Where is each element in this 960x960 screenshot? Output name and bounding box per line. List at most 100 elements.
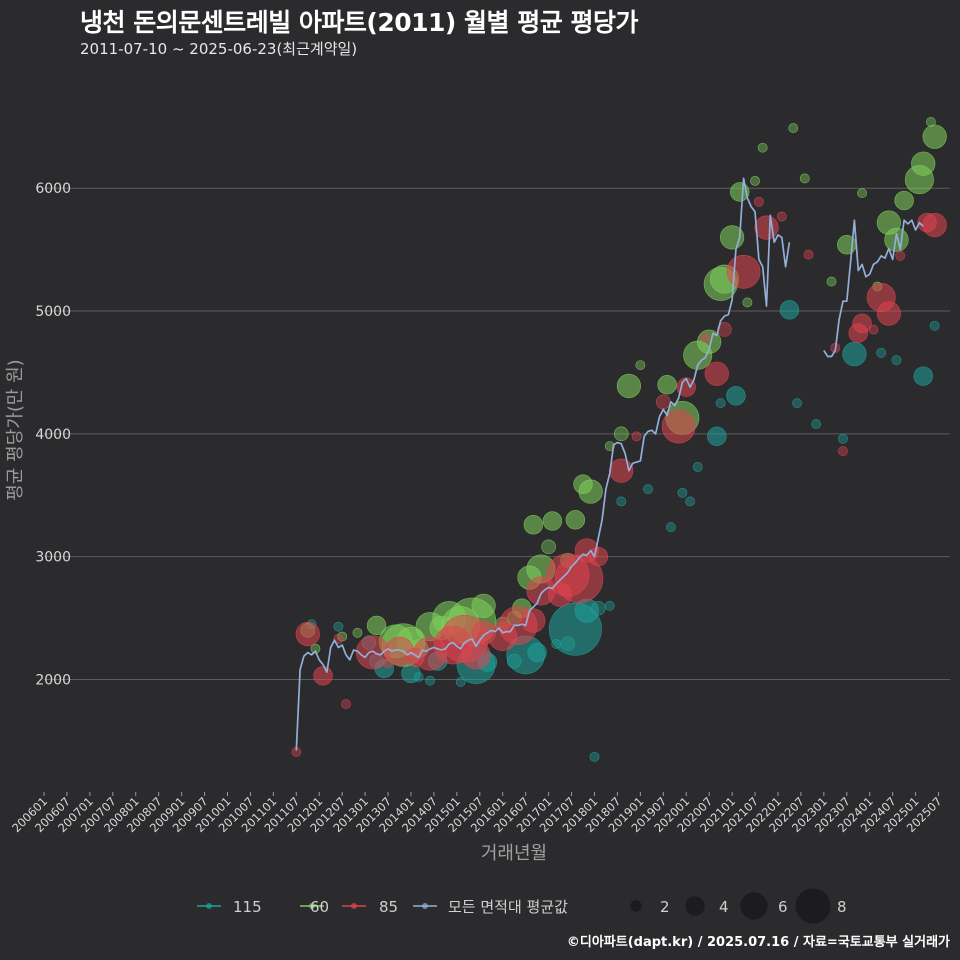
legend-key-dot [351,903,357,909]
data-point-60 [613,426,629,442]
data-point-60 [471,593,496,618]
data-point-115 [715,398,726,409]
data-point-115 [677,487,688,498]
data-point-85 [776,211,787,222]
data-point-60 [922,124,947,149]
data-point-115 [413,672,424,682]
data-point-115 [685,496,695,507]
data-point-85 [803,249,814,260]
credit-text: ©디아파트(dapt.kr) / 2025.07.16 / 자료=국토교통부 실… [566,935,950,950]
data-point-85 [295,621,320,647]
legend-size-label: 6 [778,898,788,916]
data-point-115 [333,621,344,632]
data-point-115 [604,600,615,611]
data-point-115 [455,677,466,687]
data-point-115 [425,675,436,686]
legend-label: 60 [310,898,329,916]
data-point-85 [313,666,333,686]
data-point-115 [913,366,933,386]
data-point-85 [754,215,779,240]
legend-size-circle [740,892,768,920]
legend-label: 85 [379,898,398,916]
data-point-60 [894,190,914,211]
data-point-60 [742,297,753,308]
data-point-115 [527,642,547,663]
data-point-85 [838,446,848,456]
y-tick-label: 3000 [35,550,71,566]
data-point-60 [616,373,641,399]
y-tick-label: 5000 [35,304,71,320]
y-axis-title: 평균 평당가(만 원) [5,359,26,500]
data-point-85 [341,699,351,709]
average-line [295,177,791,751]
data-point-115 [666,522,676,533]
data-point-85 [852,313,872,334]
legend-label: 모든 면적대 평균값 [448,898,568,916]
data-point-115 [692,462,703,472]
legend-size-label: 8 [837,898,847,916]
data-point-115 [811,419,822,429]
data-point-85 [700,333,711,343]
data-point-60 [750,175,760,186]
data-point-60 [352,627,363,638]
point-layer [291,117,947,762]
legend-size-label: 2 [660,898,670,916]
data-point-60 [657,375,677,395]
data-point-115 [876,347,887,358]
data-point-115 [643,484,653,495]
y-tick-label: 2000 [35,672,71,688]
data-point-60 [757,142,768,153]
data-point-85 [876,301,901,326]
data-point-85 [868,324,879,335]
legend-size-circle [685,896,705,916]
data-point-85 [521,608,546,633]
data-point-60 [635,360,646,370]
data-point-60 [366,615,387,636]
data-point-85 [704,361,729,386]
data-point-60 [541,539,556,555]
data-point-60 [604,441,615,452]
data-point-85 [726,254,761,289]
data-point-115 [591,600,606,616]
legend-size-circle [795,888,831,924]
y-tick-label: 6000 [35,181,71,197]
data-point-85 [717,322,732,337]
legend-key-dot [422,903,428,909]
x-axis-title: 거래년월 [481,843,547,864]
data-point-85 [655,394,671,410]
line-layer [295,177,924,751]
data-point-60 [788,123,799,133]
legend-key-dot [309,903,315,909]
data-point-85 [631,431,642,442]
data-point-85 [753,196,764,207]
y-tick-label: 4000 [35,427,71,443]
data-point-60 [578,479,603,504]
data-point-115 [891,355,902,366]
data-point-60 [799,173,810,184]
data-point-115 [792,398,802,409]
data-point-60 [542,511,563,531]
data-point-115 [929,320,940,331]
data-point-85 [333,634,344,644]
legend-size-circle [630,900,642,912]
data-point-60 [911,151,936,176]
grid-layer [44,187,950,680]
data-point-60 [826,276,837,287]
data-point-60 [697,329,722,354]
data-point-85 [588,546,609,567]
average-line [823,219,924,358]
data-point-85 [922,212,947,238]
x-tick-layer: 2006012006072007012007072008012008072009… [9,792,945,835]
y-tick-layer: 2000 3000 4000 5000 6000 [35,181,71,688]
legend-label: 115 [233,898,262,916]
data-point-115 [707,426,727,447]
data-point-115 [838,433,848,444]
legend-key-dot [206,903,212,909]
legend-size-label: 4 [719,898,729,916]
data-point-85 [895,250,906,261]
data-point-60 [857,188,867,199]
data-point-60 [565,510,586,530]
data-point-60 [310,643,321,654]
data-point-85 [661,409,696,444]
